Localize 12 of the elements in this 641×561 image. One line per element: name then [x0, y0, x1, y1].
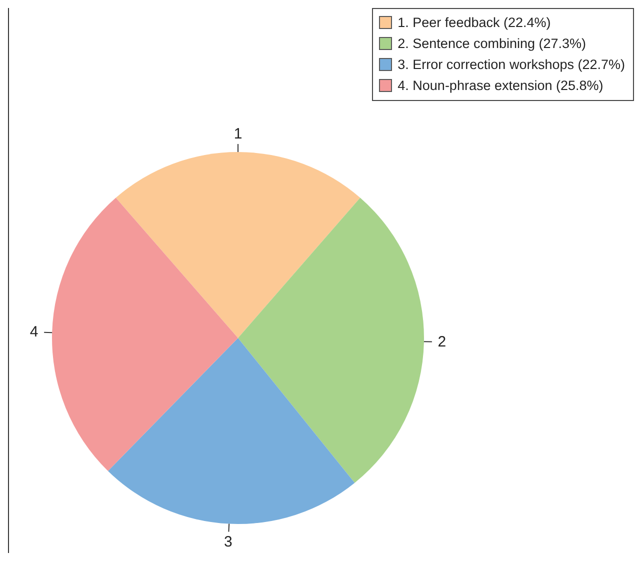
text: 1	[234, 126, 242, 142]
pie-slice	[238, 198, 424, 483]
legend-label: 2. Sentence combining (27.3%)	[398, 36, 586, 51]
pie-slice	[52, 198, 238, 471]
legend-label: 3. Error correction workshops (22.7%)	[398, 57, 625, 72]
text: 3	[224, 533, 232, 550]
pie-slice	[116, 152, 360, 338]
pie-slice	[108, 338, 355, 524]
text: 2	[438, 333, 446, 350]
text: 4	[30, 324, 38, 341]
legend-label: 1. Peer feedback (22.4%)	[398, 15, 551, 30]
legend-label: 4. Noun-phrase extension (25.8%)	[398, 78, 604, 93]
